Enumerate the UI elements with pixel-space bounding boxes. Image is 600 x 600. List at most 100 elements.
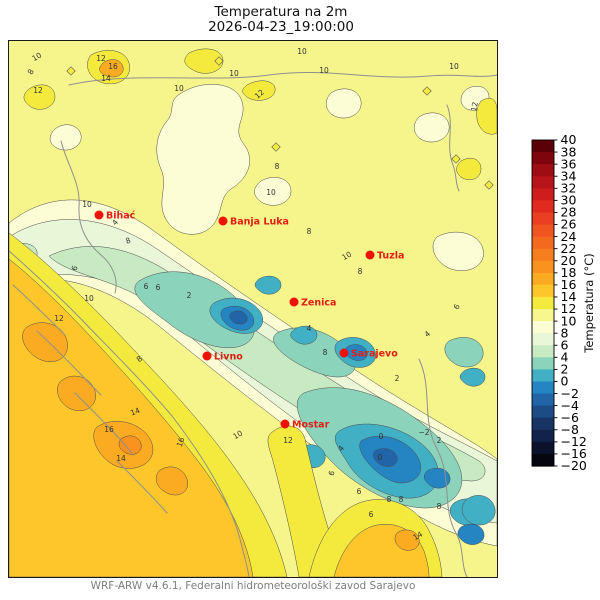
colorbar-segment: [532, 272, 554, 286]
contour-label: 10: [449, 62, 459, 71]
contour-label: 8: [437, 502, 442, 511]
contour-label: 16: [108, 62, 118, 71]
contour-label: 4: [307, 324, 312, 333]
contour-label: 12: [283, 436, 293, 445]
city-label: Zenica: [301, 298, 336, 309]
contour-label: 0: [378, 453, 383, 462]
colorbar-tick-label: 16: [561, 277, 577, 292]
colorbar-axis-label: Temperatura (°C): [582, 253, 596, 353]
colorbar-segment: [532, 441, 554, 455]
contour-label: 12: [54, 314, 64, 323]
contour-label: 4: [336, 444, 346, 454]
city-marker: [365, 250, 375, 260]
city-label: Livno: [214, 352, 243, 363]
contour-label: −2: [418, 428, 429, 437]
contour-label: 10: [229, 69, 239, 78]
contour-label: 12: [33, 86, 43, 95]
contour-label: 0: [379, 432, 384, 441]
colorbar-segment: [532, 188, 554, 201]
colorbar-tick-label: −16: [561, 446, 587, 461]
colorbar-tick-label: 14: [561, 289, 577, 304]
colorbar-segment: [532, 369, 554, 383]
colorbar-segment: [532, 176, 554, 189]
city-marker: [218, 216, 228, 226]
colorbar-tick-label: −4: [561, 398, 579, 413]
contour-label: 6: [144, 282, 149, 291]
contour-label: 14: [129, 406, 141, 418]
contour-label: 16: [104, 425, 114, 434]
colorbar-tick-label: 10: [561, 313, 577, 328]
colorbar-tick-label: −20: [561, 458, 587, 473]
city-marker: [280, 419, 290, 429]
country-border-ne: [446, 104, 460, 192]
contour-label: 10: [30, 50, 43, 63]
temp-band-16-18-core: [99, 59, 124, 78]
temp-band-0-2-pocket: [254, 275, 282, 295]
temp-band-12-14-patch: [456, 158, 482, 180]
contour-label: 4: [423, 329, 433, 339]
colorbar-tick-label: 4: [561, 350, 569, 365]
contour-label: 12: [96, 54, 106, 63]
temp-band-12-14-patch: [476, 98, 497, 135]
temp-band-8-10-pocket: [254, 177, 292, 206]
colorbar-segment: [532, 248, 554, 262]
contour-label: 10: [340, 249, 353, 262]
contour-label: 10: [266, 188, 276, 197]
city-label: Banja Luka: [230, 217, 289, 228]
colorbar: 4038363432302826242220181614121086420−2−…: [531, 132, 587, 473]
contour-label: 8: [399, 495, 404, 504]
colorbar-tick-label: −12: [561, 434, 587, 449]
colorbar-tick-label: 6: [561, 337, 569, 352]
city-label: Mostar: [292, 420, 330, 431]
contour-label: 8: [124, 236, 132, 246]
colorbar-segment: [532, 224, 554, 238]
colorbar-tick-label: 20: [561, 253, 577, 268]
diamond-markers-group: [66, 56, 494, 190]
contour-label: 2: [395, 374, 400, 383]
colorbar-tick-label: 40: [561, 132, 577, 147]
contour-label: 8: [358, 267, 363, 276]
colorbar-tick-label: 38: [561, 144, 577, 159]
temp-band-m4-m2-core: [373, 448, 398, 467]
colorbar-segment: [532, 309, 554, 322]
island-line: [12, 284, 66, 336]
city-marker: [289, 297, 299, 307]
contour-label: 10: [174, 84, 184, 93]
temp-band-8-10-pocket: [413, 112, 450, 143]
colorbar-tick-label: 0: [561, 374, 569, 389]
contour-label: 10: [297, 47, 307, 56]
colorbar-tick-label: 24: [561, 229, 577, 244]
country-border-nw: [60, 140, 117, 294]
city-markers-group: Bihać Banja Luka Tuzla Zenica Livno Sarajevo M…: [94, 210, 404, 431]
temp-band-8-10-pocket: [432, 231, 484, 271]
diamond-marker: [451, 154, 461, 164]
contour-label: 10: [319, 66, 329, 75]
contour-label: 8: [275, 162, 280, 171]
contour-label: 14: [101, 74, 111, 83]
source-caption: WRF-ARW v4.6.1, Federalni hidrometeorolo…: [90, 580, 416, 592]
contour-label: 8: [323, 348, 328, 357]
city-marker: [339, 348, 349, 358]
temp-band-0-2-pocket: [290, 325, 318, 345]
colorbar-segment: [532, 321, 554, 334]
colorbar-segment: [532, 405, 554, 419]
colorbar-tick-label: 28: [561, 205, 577, 220]
figure-title: Temperatura na 2m 2026-04-23_19:00:00: [0, 5, 562, 35]
colorbar-tick-label: 12: [561, 301, 577, 316]
colorbar-tick-label: 30: [561, 193, 577, 208]
colorbar-segment: [532, 212, 554, 226]
colorbar-segment: [532, 393, 554, 407]
temp-band-8-10-pocket: [325, 88, 362, 119]
contour-label: 10: [84, 294, 94, 303]
contour-label: 6: [357, 487, 362, 496]
temp-band-8-10-north-pocket: [156, 84, 250, 235]
coastline: [9, 250, 250, 577]
colorbar-segment: [532, 429, 554, 443]
contour-label: 6: [369, 510, 374, 519]
temp-band-m4-m2-core: [229, 310, 248, 325]
colorbar-tick-label: 8: [561, 325, 569, 340]
colorbar-segment: [532, 333, 554, 346]
